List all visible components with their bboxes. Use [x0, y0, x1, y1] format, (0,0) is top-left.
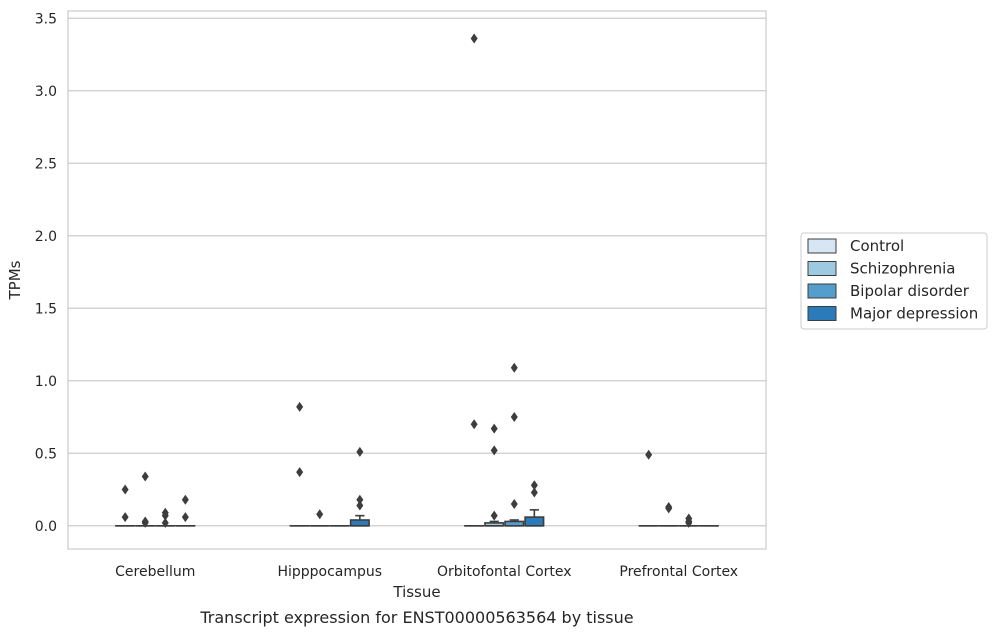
legend-label: Control: [850, 237, 904, 255]
outlier-point: [161, 507, 169, 518]
y-tick-label: 2.0: [35, 229, 57, 245]
outlier-point: [356, 500, 364, 511]
outlier-point: [356, 494, 364, 505]
legend-swatch: [807, 238, 837, 254]
outlier-point: [645, 449, 653, 460]
outlier-point: [510, 499, 518, 510]
box-2-1: [484, 520, 505, 527]
outlier-point: [296, 467, 304, 478]
outlier-point: [510, 362, 518, 373]
outlier-point: [296, 401, 304, 412]
outlier-point: [141, 516, 149, 527]
outlier-point: [356, 446, 364, 457]
y-tick-label: 0.5: [35, 446, 57, 462]
legend-swatch: [807, 283, 837, 299]
chart-caption: Transcript expression for ENST0000056356…: [199, 608, 633, 627]
y-tick-label: 3.5: [35, 11, 57, 27]
box-2-2: [504, 519, 525, 527]
x-tick-label: Prefrontal Cortex: [619, 564, 738, 580]
box-body: [524, 516, 545, 527]
outlier-point: [470, 419, 478, 430]
x-tick-label: Orbitofontal Cortex: [437, 564, 572, 580]
box-1-3: [349, 514, 370, 527]
x-axis-ticks: Cerebellum Hipppocampus Orbitofontal Corte…: [115, 564, 738, 580]
outlier-point: [665, 501, 673, 512]
outlier-points: [121, 33, 693, 528]
x-tick-label: Cerebellum: [115, 564, 195, 580]
outlier-point: [470, 33, 478, 44]
y-tick-label: 1.5: [35, 301, 57, 317]
outlier-point: [181, 494, 189, 505]
outlier-point: [121, 484, 129, 495]
y-tick-label: 2.5: [35, 156, 57, 172]
y-axis-ticks: 0.0 0.5 1.0 1.5 2.0 2.5 3.0 3.5: [35, 11, 57, 535]
box-2-3: [524, 509, 545, 527]
legend: Control Schizophrenia Bipolar disorder Majo…: [800, 232, 988, 330]
grid-lines: [68, 17, 766, 527]
outlier-point: [181, 512, 189, 523]
y-axis-label: TPMs: [6, 260, 24, 300]
outlier-point: [490, 510, 498, 521]
legend-swatch: [807, 261, 837, 276]
outlier-point: [530, 480, 538, 491]
outlier-point: [316, 509, 324, 520]
plot-frame: [67, 10, 767, 550]
x-axis-label: Tissue: [392, 583, 440, 601]
legend-label: Major depression: [850, 305, 978, 323]
outlier-point: [490, 423, 498, 434]
y-tick-label: 0.0: [35, 519, 57, 535]
y-tick-label: 1.0: [35, 374, 57, 390]
legend-label: Bipolar disorder: [850, 282, 970, 300]
legend-frame: [800, 232, 988, 330]
outlier-point: [685, 513, 693, 524]
y-tick-label: 3.0: [35, 84, 57, 100]
outlier-point: [161, 517, 169, 528]
outlier-point: [510, 412, 518, 423]
box-groups: [115, 509, 719, 527]
legend-swatch: [807, 306, 837, 321]
legend-label: Schizophrenia: [850, 260, 955, 278]
box-body: [349, 519, 370, 527]
x-tick-label: Hipppocampus: [277, 564, 382, 580]
outlier-point: [530, 487, 538, 498]
outlier-point: [121, 512, 129, 523]
outlier-point: [141, 471, 149, 482]
outlier-point: [490, 445, 498, 456]
